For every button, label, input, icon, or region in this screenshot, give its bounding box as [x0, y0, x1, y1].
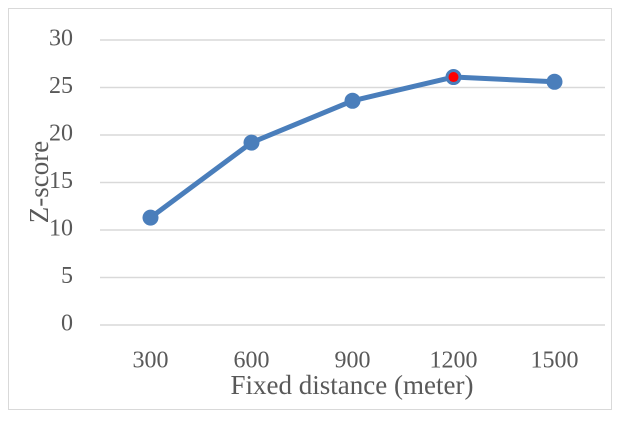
marker-dot [347, 95, 358, 106]
y-tick-label: 5 [61, 263, 73, 289]
x-tick-label: 1200 [430, 348, 478, 374]
marker-dot [145, 212, 156, 223]
y-axis-title: Z-score [24, 141, 54, 223]
y-tick-label: 20 [49, 121, 73, 147]
x-tick-label: 1500 [531, 348, 579, 374]
x-tick-label: 900 [335, 348, 371, 374]
grid [100, 39, 605, 326]
plot [142, 69, 563, 226]
y-tick-label: 10 [49, 216, 73, 242]
marker-dot [246, 137, 257, 148]
x-tick-label: 600 [234, 348, 270, 374]
marker-dot [549, 76, 560, 87]
x-tick-label: 300 [133, 348, 169, 374]
y-tick-label: 30 [49, 26, 73, 52]
chart-border [8, 8, 612, 410]
marker-dot [448, 72, 459, 83]
x-axis-title: Fixed distance (meter) [231, 370, 474, 400]
y-tick-label: 25 [49, 73, 73, 99]
y-tick-label: 0 [61, 311, 73, 337]
y-tick-label: 15 [49, 168, 73, 194]
